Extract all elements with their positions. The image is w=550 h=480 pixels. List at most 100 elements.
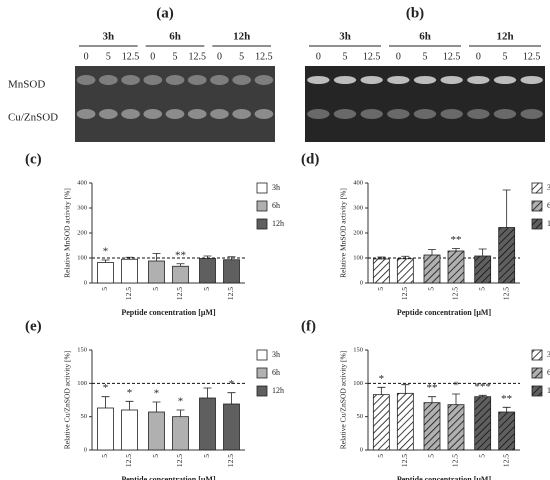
- error-bar: [478, 248, 487, 256]
- error-bar: [101, 396, 110, 408]
- legend-label: 12h: [547, 219, 550, 228]
- bar: [447, 250, 465, 284]
- band: [520, 109, 543, 119]
- bar: [423, 254, 441, 284]
- row-label: Cu/ZnSOD: [8, 112, 58, 124]
- legend-swatch: [531, 367, 543, 379]
- legend-swatch: [256, 182, 268, 194]
- x-tick-label: 5: [427, 287, 436, 291]
- band: [143, 75, 163, 85]
- bar: [423, 402, 441, 451]
- significance: **: [501, 393, 512, 405]
- band: [467, 76, 490, 84]
- bar: [223, 259, 240, 284]
- significance: *: [453, 380, 459, 392]
- y-axis-label: Relative MnSOD activity [%]: [339, 188, 348, 278]
- band: [467, 109, 490, 119]
- bar: [498, 227, 516, 284]
- time-label: 6h: [419, 31, 431, 43]
- y-axis-label: Relative Cu/ZnSOD activity [%]: [63, 351, 72, 450]
- legend-swatch: [256, 218, 268, 230]
- error-bar: [101, 259, 110, 263]
- bar: [199, 397, 216, 451]
- band: [254, 75, 274, 85]
- lane-label: 0: [396, 51, 401, 62]
- legend-swatch: [256, 200, 268, 212]
- bar: [396, 258, 414, 284]
- x-tick-label: 12.5: [175, 287, 184, 300]
- y-tick-label: 50: [357, 413, 364, 420]
- x-axis-label: Peptide concentration [μM]: [121, 308, 216, 317]
- y-tick-label: 300: [353, 204, 363, 211]
- legend-label: 3h: [272, 183, 280, 192]
- bar: [447, 404, 465, 451]
- error-bar: [152, 253, 161, 261]
- band: [232, 109, 252, 119]
- legend-label: 6h: [547, 201, 550, 210]
- significance: *: [103, 382, 109, 394]
- error-bar: [428, 396, 436, 403]
- y-tick-label: 200: [77, 229, 87, 236]
- y-tick-label: 0: [84, 446, 87, 453]
- band: [333, 109, 357, 119]
- bar: [121, 409, 138, 451]
- x-axis-label: Peptide concentration [μM]: [397, 475, 492, 480]
- significance: *: [103, 246, 109, 258]
- y-tick-label: 300: [77, 204, 87, 211]
- band: [493, 109, 517, 119]
- significance: **: [427, 382, 438, 394]
- y-tick-label: 100: [353, 254, 363, 261]
- panel-label: (a): [156, 5, 174, 21]
- band: [493, 76, 517, 84]
- band: [165, 109, 185, 119]
- panel-label: (c): [25, 151, 42, 167]
- x-tick-label: 12.5: [124, 287, 133, 300]
- time-label: 12h: [496, 31, 513, 43]
- error-bar: [176, 409, 185, 417]
- legend-swatch: [531, 200, 543, 212]
- lane-label: 0: [217, 51, 222, 62]
- x-tick-label: 12.5: [226, 454, 235, 467]
- y-tick-label: 100: [77, 380, 87, 387]
- lane-label: 5: [503, 51, 508, 62]
- panel-label: (b): [406, 5, 424, 21]
- lane-label: 5: [106, 51, 111, 62]
- legend-label: 3h: [547, 183, 550, 192]
- error-bar: [401, 255, 410, 259]
- y-tick-label: 100: [77, 254, 87, 261]
- significance: *: [178, 396, 184, 408]
- x-tick-label: 12.5: [226, 287, 235, 300]
- band: [254, 109, 274, 119]
- y-axis-label: Relative MnSOD activity [%]: [63, 188, 72, 278]
- error-bar: [125, 400, 134, 410]
- y-axis-label: Relative Cu/ZnSOD activity [%]: [339, 351, 348, 450]
- x-tick-label: 5: [151, 454, 160, 458]
- lane-label: 0: [316, 51, 321, 62]
- legend-label: 12h: [272, 219, 284, 228]
- band: [307, 109, 330, 119]
- bar: [148, 260, 165, 284]
- time-label: 3h: [339, 31, 351, 43]
- band: [440, 109, 463, 119]
- legend-label: 6h: [272, 201, 280, 210]
- band: [360, 109, 383, 119]
- panel-label: (f): [301, 318, 316, 334]
- error-bar: [203, 387, 212, 398]
- legend-label: 3h: [547, 350, 550, 359]
- band: [387, 76, 410, 84]
- x-tick-label: 5: [151, 287, 160, 291]
- x-tick-label: 5: [477, 454, 486, 458]
- band: [210, 109, 229, 119]
- error-bar: [428, 249, 436, 255]
- y-tick-label: 0: [360, 446, 363, 453]
- x-tick-label: 5: [100, 287, 109, 291]
- legend-label: 12h: [547, 386, 550, 395]
- error-bar: [502, 189, 511, 228]
- legend-swatch: [256, 385, 268, 397]
- bar: [148, 411, 165, 451]
- bar: [474, 396, 492, 451]
- bar: [223, 403, 240, 451]
- legend-swatch: [531, 182, 543, 194]
- bar: [97, 262, 114, 284]
